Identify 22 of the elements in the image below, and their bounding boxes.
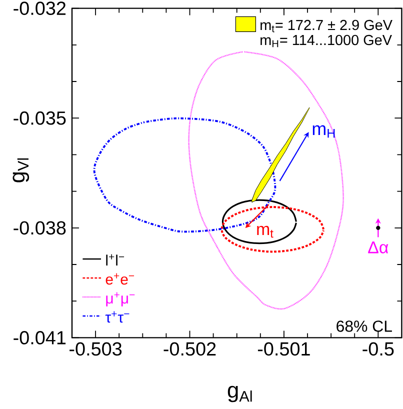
x-tick-label: -0.501 [258, 342, 310, 356]
y-tick-label: -0.041 [14, 331, 66, 344]
x-axis-title: g$_{Al}$ [228, 386, 252, 402]
legend-label: τ$^{+}$τ$^{−}$ [105, 311, 130, 323]
y-tick-label: -0.032 [14, 2, 66, 15]
x-tick-label: -0.5 [362, 342, 394, 356]
legend-label: μ$^{+}$μ$^{−}$ [106, 292, 135, 306]
y-tick-label: -0.035 [14, 111, 66, 125]
annotation: 68% CL [336, 320, 392, 332]
y-tick-label: -0.038 [14, 221, 66, 235]
legend-label: l$^{+}$l$^{−}$ [106, 254, 124, 266]
line-series [220, 206, 325, 253]
annotation: m$_{H}$= 114...1000 GeV [260, 34, 392, 48]
line-series [188, 51, 344, 310]
annotation: m$_{H}$ [312, 125, 335, 138]
x-tick-label: -0.503 [70, 342, 122, 356]
legend-label: e$^{+}$e$^{−}$ [106, 273, 134, 285]
legend-label: m$_{t}$= 172.7 ± 2.9 GeV [260, 20, 392, 32]
annotation: m$_{t}$ [257, 226, 274, 238]
y-axis-title: g$_{Vl}$ [12, 158, 30, 182]
annotation: Δα [368, 242, 388, 254]
x-tick-label: -0.502 [164, 342, 216, 356]
